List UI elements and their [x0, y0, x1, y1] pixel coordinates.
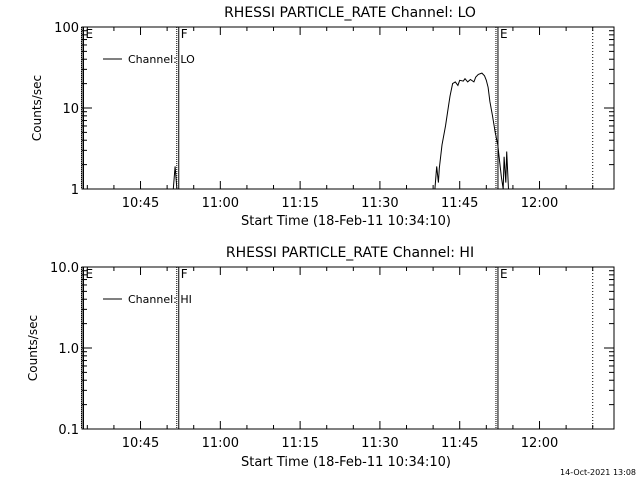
series-line [172, 72, 509, 190]
x-tick-label: 10:45 [122, 196, 159, 211]
x-tick-label: 12:00 [521, 196, 558, 211]
chart-title: RHESSI PARTICLE_RATE Channel: LO [224, 5, 476, 21]
plot-frame [81, 26, 615, 190]
event-marker-label: F [181, 27, 188, 41]
x-tick-label: 11:30 [361, 196, 398, 211]
legend-entry: Channel: HI [128, 293, 192, 306]
x-tick-label: 11:00 [202, 436, 239, 451]
y-tick-label: 100 [54, 21, 79, 36]
legend: Channel: LO [103, 53, 195, 66]
y-tick-label: 10.0 [50, 261, 79, 276]
x-axis-label: Start Time (18-Feb-11 10:34:10) [241, 214, 451, 229]
x-axis-label: Start Time (18-Feb-11 10:34:10) [241, 455, 451, 470]
y-tick-label: 0.1 [58, 423, 79, 438]
event-marker-label: E [500, 27, 508, 41]
y-axis-label: Counts/sec [26, 315, 40, 381]
x-tick-label: 12:00 [521, 436, 558, 451]
x-tick-label: 11:15 [281, 436, 318, 451]
plot-frame [81, 266, 615, 430]
footer-timestamp: 14-Oct-2021 13:08 [560, 468, 636, 477]
event-marker-label: E [86, 267, 94, 281]
x-tick-label: 11:45 [441, 436, 478, 451]
legend-entry: Channel: LO [128, 53, 195, 66]
y-tick-label: 1 [71, 183, 79, 198]
event-marker-label: E [500, 267, 508, 281]
chart-title: RHESSI PARTICLE_RATE Channel: HI [226, 245, 474, 261]
axes: 10:45 11:00 11:15 11:30 11:45 12:00 1 10 100 [54, 21, 614, 211]
axes: 10:45 11:00 11:15 11:30 11:45 12:00 0.1 1.0 10.0 [50, 261, 614, 451]
x-tick-label: 11:15 [281, 196, 318, 211]
legend: Channel: HI [103, 293, 192, 306]
y-axis-label: Counts/sec [30, 75, 44, 141]
x-tick-label: 11:45 [441, 196, 478, 211]
event-marker-label: F [181, 267, 188, 281]
x-tick-label: 11:00 [202, 196, 239, 211]
y-tick-label: 1.0 [58, 342, 79, 357]
chart-hi: RHESSI PARTICLE_RATE Channel: HI 10:45 11… [26, 245, 615, 470]
event-marker-label: E [86, 27, 94, 41]
chart-lo: RHESSI PARTICLE_RATE Channel: LO 10:45 11… [30, 5, 615, 229]
x-tick-label: 10:45 [122, 436, 159, 451]
x-tick-label: 11:30 [361, 436, 398, 451]
series-lines [172, 72, 509, 190]
y-tick-label: 10 [62, 102, 79, 117]
